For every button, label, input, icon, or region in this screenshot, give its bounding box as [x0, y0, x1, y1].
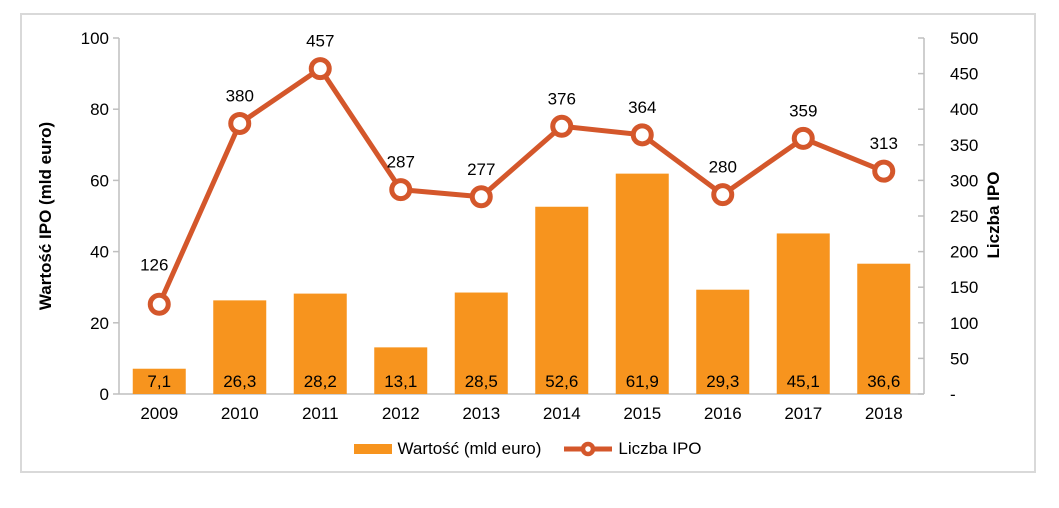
bar-2010 [213, 300, 267, 394]
x-axis-label: 2014 [543, 404, 581, 423]
line-point-2015 [630, 123, 654, 147]
right-axis-tick-label: 100 [950, 314, 978, 333]
left-axis-tick-label: 40 [90, 243, 109, 262]
left-axis-title: Wartość IPO (mld euro) [36, 122, 55, 310]
line-label-2009: 126 [140, 255, 168, 274]
x-axis-label: 2018 [865, 404, 903, 423]
bar-series [132, 173, 911, 394]
line-point-2009 [147, 292, 171, 316]
line-point-2010 [228, 111, 252, 135]
line-label-2018: 313 [870, 134, 898, 153]
right-axis-tick-label: - [950, 385, 956, 404]
bar-2013 [454, 292, 508, 394]
bar-label-2010: 26,3 [223, 372, 256, 391]
line-point-2017 [791, 126, 815, 150]
line-series [147, 57, 896, 316]
line-point-2018 [872, 159, 896, 183]
right-axis-tick-label: 450 [950, 65, 978, 84]
left-axis-tick-label: 60 [90, 171, 109, 190]
right-axis-tick-label: 250 [950, 207, 978, 226]
line-label-2010: 380 [226, 86, 254, 105]
bar-2015 [615, 173, 669, 394]
bar-2017 [776, 233, 830, 394]
x-axis-label: 2010 [221, 404, 259, 423]
bar-label-2017: 45,1 [787, 372, 820, 391]
left-axis-tick-label: 0 [100, 385, 109, 404]
bar-2018 [857, 263, 911, 394]
x-axis-label: 2009 [140, 404, 178, 423]
chart-legend: Wartość (mld euro) Liczba IPO [22, 439, 1034, 459]
right-axis-tick-label: 350 [950, 136, 978, 155]
line-label-2013: 277 [467, 160, 495, 179]
x-axis-label: 2017 [784, 404, 822, 423]
right-axis-title: Liczba IPO [984, 172, 1003, 259]
bar-label-2009: 7,1 [147, 372, 171, 391]
line-point-2014 [550, 114, 574, 138]
line-label-2014: 376 [548, 89, 576, 108]
line-label-2015: 364 [628, 98, 656, 117]
bar-2009 [132, 368, 186, 394]
bar-2012 [374, 347, 428, 394]
x-axis-label: 2016 [704, 404, 742, 423]
line-label-2016: 280 [709, 158, 737, 177]
right-axis-tick-label: 400 [950, 100, 978, 119]
bar-2011 [293, 293, 347, 394]
bar-2014 [535, 206, 589, 394]
line-point-2012 [389, 178, 413, 202]
bar-swatch-icon [354, 444, 393, 454]
right-axis-tick-label: 200 [950, 243, 978, 262]
bar-label-2012: 13,1 [384, 372, 417, 391]
bar-2016 [696, 289, 750, 394]
right-axis-tick-label: 500 [950, 29, 978, 48]
bar-label-2013: 28,5 [465, 372, 498, 391]
x-axis-label: 2013 [462, 404, 500, 423]
line-path [156, 66, 887, 307]
axes: 0 20 40 60 80 100 - 50 100 150 200 250 300 350 400 450 5… [81, 29, 979, 423]
chart-frame: 0 20 40 60 80 100 - 50 100 150 200 250 300 350 400 450 5… [20, 13, 1036, 473]
legend-label-line: Liczba IPO [618, 439, 702, 458]
x-axis-label: 2011 [302, 404, 339, 423]
left-axis-tick-label: 80 [90, 100, 109, 119]
line-marker-swatch-icon [564, 441, 613, 457]
data-labels: 7,1 26,3 28,2 13,1 28,5 52,6 61,9 29,3 45,1 36,6 1… [140, 32, 900, 391]
left-axis-tick-label: 20 [90, 314, 109, 333]
line-point-2011 [308, 57, 332, 81]
line-label-2012: 287 [387, 153, 415, 172]
line-label-2017: 359 [789, 101, 817, 120]
x-axis-label: 2015 [623, 404, 661, 423]
left-axis-tick-label: 100 [81, 29, 109, 48]
bar-label-2016: 29,3 [706, 372, 739, 391]
x-axis-label: 2012 [382, 404, 420, 423]
legend-item-bar-series: Wartość (mld euro) [354, 439, 541, 459]
ipo-combo-chart: 0 20 40 60 80 100 - 50 100 150 200 250 300 350 400 450 5… [36, 29, 1003, 423]
right-axis-tick-label: 150 [950, 278, 978, 297]
line-point-2016 [711, 183, 735, 207]
bar-label-2018: 36,6 [867, 372, 900, 391]
bar-label-2014: 52,6 [545, 372, 578, 391]
right-axis-tick-label: 300 [950, 171, 978, 190]
line-point-2013 [469, 185, 493, 209]
line-label-2011: 457 [306, 32, 334, 51]
legend-item-line-series: Liczba IPO [563, 439, 702, 459]
bar-label-2015: 61,9 [626, 372, 659, 391]
right-axis-tick-label: 50 [950, 349, 969, 368]
bar-label-2011: 28,2 [304, 372, 337, 391]
legend-label-bar: Wartość (mld euro) [397, 439, 542, 458]
